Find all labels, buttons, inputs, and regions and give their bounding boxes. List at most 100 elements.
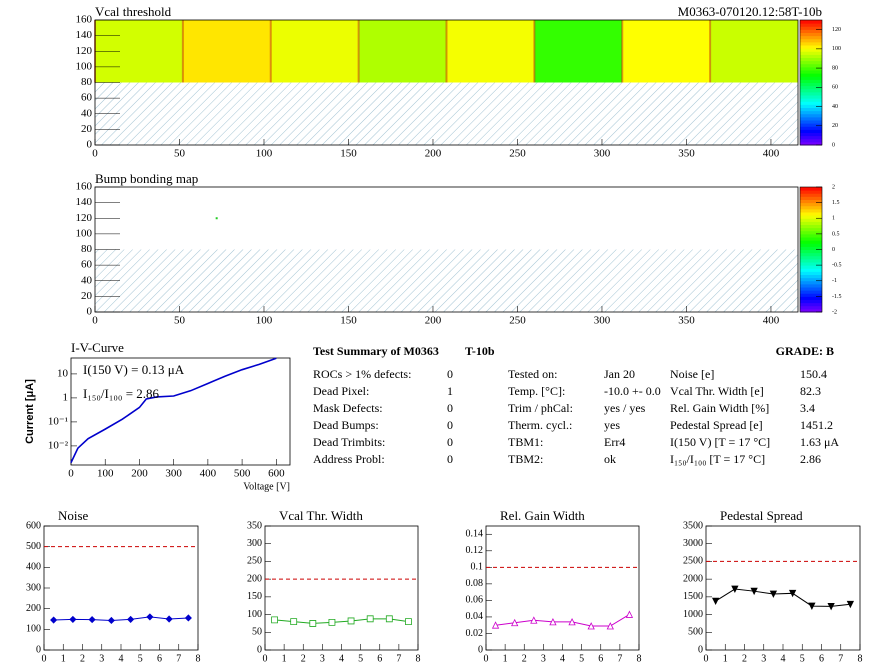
colorbar-cell: [800, 32, 822, 37]
colorbar-cell: [800, 262, 822, 266]
x-tick-label: 4: [339, 653, 344, 664]
colorbar-cell: [800, 38, 822, 43]
summary-value: 3.4: [800, 401, 815, 415]
roc-block: [710, 20, 798, 83]
colorbar-label: 120: [832, 27, 841, 33]
colorbar-cell: [800, 48, 822, 52]
summary-value: yes: [604, 418, 620, 432]
colorbar-cell: [800, 57, 822, 62]
y-tick-label: 0: [87, 306, 93, 318]
x-tick-label: 3: [320, 653, 325, 664]
y-tick-label: 2500: [683, 556, 703, 567]
colorbar-cell: [800, 91, 822, 96]
colorbar-cell: [800, 246, 822, 250]
colorbar-label: 60: [832, 85, 838, 91]
y-tick-label: 10⁻²: [48, 439, 69, 451]
y-tick-label: 80: [81, 76, 93, 88]
x-tick-label: 2: [301, 653, 306, 664]
data-point: [769, 590, 778, 598]
data-point: [491, 621, 500, 629]
colorbar-cell: [800, 271, 822, 275]
colorbar-cell: [800, 302, 822, 307]
colorbar-cell: [800, 73, 822, 77]
x-tick-label: 5: [138, 653, 143, 664]
y-tick-label: 0: [478, 644, 483, 655]
colorbar-cell: [800, 230, 822, 235]
x-tick-label: 6: [157, 653, 162, 664]
colorbar-cell: [800, 82, 822, 87]
colorbar-label: -1: [832, 278, 837, 284]
y-tick-label: 0.14: [466, 529, 484, 540]
colorbar-cell: [800, 101, 822, 105]
colorbar-cell: [800, 252, 822, 257]
y-tick-label: 20: [81, 123, 93, 135]
colorbar-cell: [800, 141, 822, 146]
hatch-region: [95, 82, 798, 145]
y-tick-label: 160: [76, 181, 93, 193]
colorbar-cell: [800, 243, 822, 247]
x-tick-label: 150: [340, 315, 357, 327]
colorbar-cell: [800, 240, 822, 244]
data-line: [715, 588, 851, 607]
y-axis-label: Current [μA]: [24, 379, 36, 444]
summary-value: 0: [447, 367, 453, 381]
colorbar-cell: [800, 29, 822, 33]
colorbar-label: 1: [832, 216, 835, 222]
y-tick-label: 10: [57, 367, 69, 379]
summary-value: Err4: [604, 435, 625, 449]
y-tick-label: 0.08: [466, 578, 484, 589]
colorbar-cell: [800, 132, 822, 137]
y-tick-label: 300: [247, 538, 262, 549]
data-point: [405, 618, 412, 626]
y-tick-label: 80: [81, 243, 93, 255]
y-tick-label: 0: [87, 139, 93, 151]
colorbar-label: 2: [832, 184, 835, 190]
colorbar-cell: [800, 54, 822, 58]
y-tick-label: 400: [26, 562, 41, 573]
y-tick-label: 3000: [683, 538, 703, 549]
x-tick-label: 0: [704, 653, 709, 664]
x-tick-label: 0: [484, 653, 489, 664]
summary-title: Test Summary of M0363: [313, 344, 439, 358]
x-tick-label: 8: [416, 653, 421, 664]
colorbar-cell: [800, 45, 822, 49]
annotation: I₁₅₀/I₁₀₀ = 2.86: [83, 386, 160, 401]
data-point: [107, 616, 115, 625]
colorbar-cell: [800, 70, 822, 74]
colorbar-cell: [800, 187, 822, 191]
summary-value: 1.63 μA: [800, 435, 839, 449]
colorbar-cell: [800, 51, 822, 55]
x-tick-label: 8: [637, 653, 642, 664]
colorbar-label: 20: [832, 123, 838, 129]
summary-label: Dead Bumps:: [313, 418, 379, 432]
chart-title: Bump bonding map: [95, 171, 198, 186]
summary-value: 1: [447, 384, 453, 398]
chart-title: Noise: [58, 508, 89, 523]
x-tick-label: 500: [234, 468, 251, 480]
colorbar-cell: [800, 41, 822, 46]
y-tick-label: 300: [26, 582, 41, 593]
colorbar-cell: [800, 290, 822, 294]
y-tick-label: 60: [81, 259, 93, 271]
x-tick-label: 0: [42, 653, 47, 664]
x-tick-label: 50: [174, 148, 186, 160]
colorbar-label: -1.5: [832, 294, 842, 300]
roc-block: [182, 20, 271, 83]
summary-value: ok: [604, 452, 616, 466]
summary-value: -10.0 +- 0.0: [604, 384, 661, 398]
colorbar-label: 80: [832, 65, 838, 71]
summary-label: Tested on:: [508, 367, 557, 381]
x-tick-label: 5: [579, 653, 584, 664]
data-point: [711, 597, 720, 606]
x-tick-label: 2: [742, 653, 747, 664]
x-tick-label: 0: [92, 315, 98, 327]
data-point: [549, 617, 557, 626]
colorbar-cell: [800, 299, 822, 304]
x-tick-label: 200: [425, 315, 442, 327]
summary-label: Address Probl:: [313, 452, 385, 466]
summary-label: Rel. Gain Width [%]: [670, 401, 769, 415]
x-tick-label: 200: [131, 468, 148, 480]
x-tick-label: 6: [598, 653, 603, 664]
x-tick-label: 600: [268, 468, 285, 480]
summary-value: 0: [447, 435, 453, 449]
